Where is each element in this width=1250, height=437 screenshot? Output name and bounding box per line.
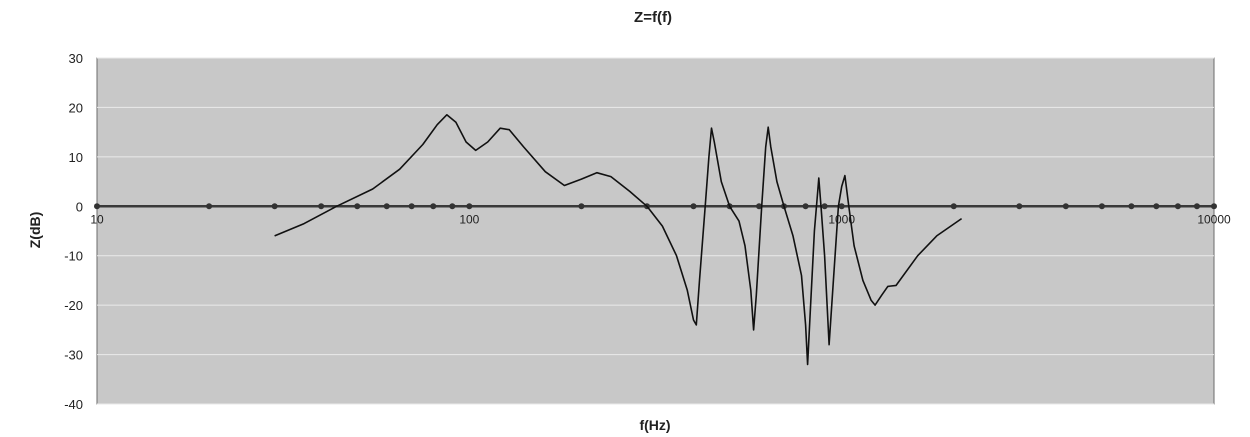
axis-marker xyxy=(318,203,325,210)
y-tick-label: 0 xyxy=(76,199,83,214)
x-tick-label: 1000 xyxy=(828,212,855,226)
x-axis-label: f(Hz) xyxy=(639,417,670,433)
axis-marker xyxy=(690,203,697,210)
axis-marker xyxy=(1211,203,1217,210)
axis-marker xyxy=(449,203,456,210)
axis-marker xyxy=(354,203,361,210)
x-tick-label: 10000 xyxy=(1197,212,1231,226)
axis-marker xyxy=(1128,203,1135,210)
axis-marker xyxy=(408,203,415,210)
axis-marker xyxy=(1153,203,1160,210)
y-tick-label: 30 xyxy=(69,51,83,66)
y-tick-label: -40 xyxy=(64,397,83,412)
y-tick-label: 20 xyxy=(69,100,83,115)
axis-marker xyxy=(383,203,390,210)
axis-marker xyxy=(578,203,585,210)
axis-marker xyxy=(430,203,437,210)
axis-marker xyxy=(206,203,213,210)
plot-background xyxy=(96,57,1215,405)
axis-marker xyxy=(1193,203,1200,210)
axis-marker xyxy=(1062,203,1069,210)
axis-marker xyxy=(1098,203,1105,210)
axis-marker xyxy=(756,203,763,210)
axis-marker xyxy=(1016,203,1023,210)
axis-marker xyxy=(802,203,809,210)
axis-marker xyxy=(821,203,828,210)
axis-marker xyxy=(1174,203,1181,210)
chart-title: Z=f(f) xyxy=(634,9,672,26)
y-tick-label: 10 xyxy=(69,150,83,165)
y-tick-label: -20 xyxy=(64,298,83,313)
x-tick-label: 100 xyxy=(459,212,479,226)
x-tick-label: 10 xyxy=(90,212,104,226)
series-line xyxy=(274,114,963,366)
axis-marker xyxy=(271,203,278,210)
y-tick-label: -10 xyxy=(64,249,83,264)
y-axis-label: Z(dB) xyxy=(27,212,43,249)
axis-marker xyxy=(94,203,100,210)
axis-marker xyxy=(838,203,845,210)
axis-marker xyxy=(950,203,957,210)
axis-marker xyxy=(466,203,473,210)
y-tick-label: -30 xyxy=(64,348,83,363)
